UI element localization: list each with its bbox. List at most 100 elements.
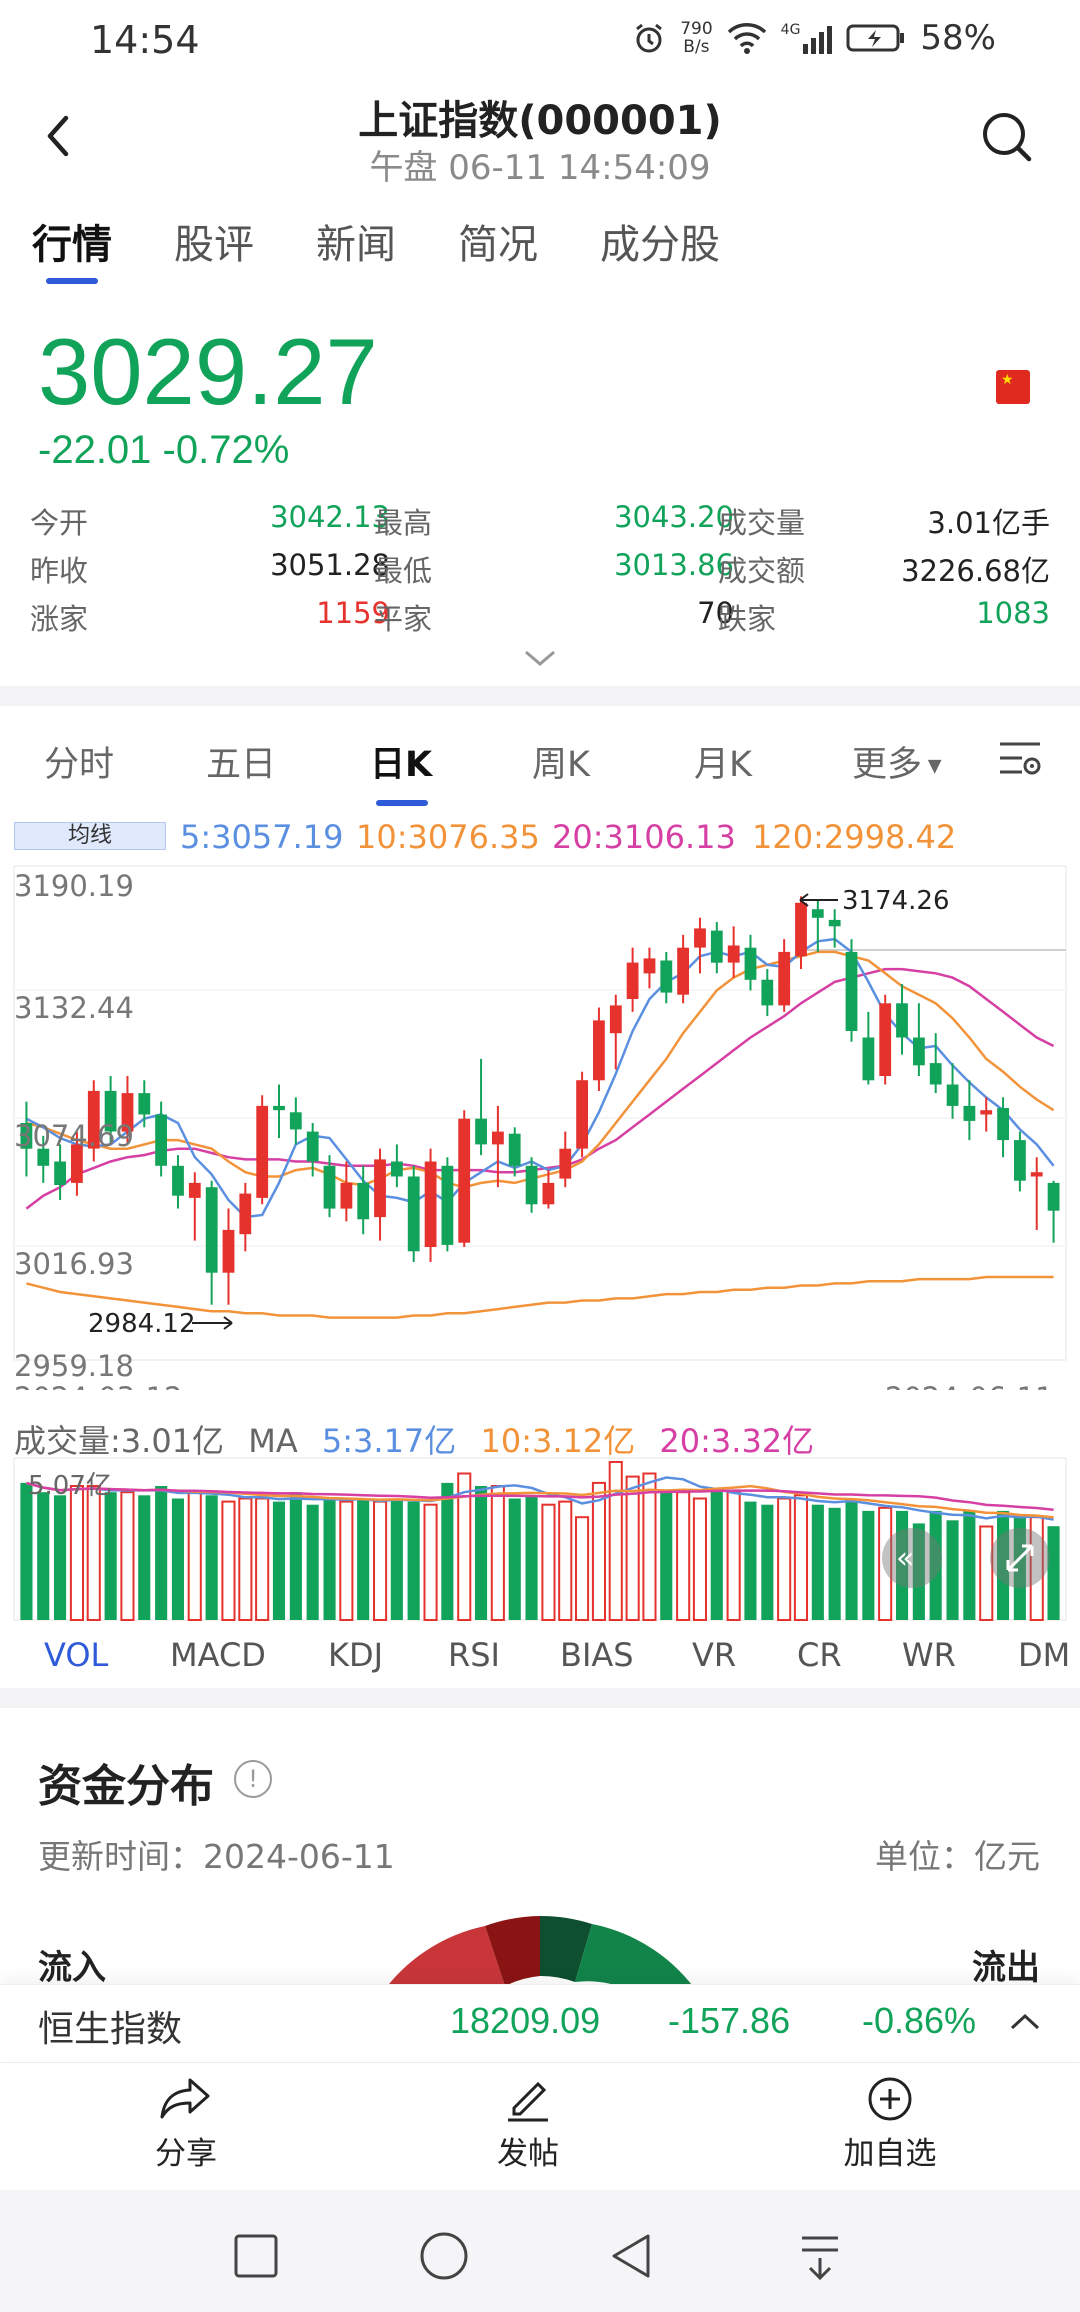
tab-news[interactable]: 新闻 (316, 222, 396, 268)
candle (913, 1003, 925, 1076)
candle-body (54, 1161, 66, 1185)
index-ticker-bar[interactable] (0, 1984, 1080, 2060)
candle-body (71, 1144, 83, 1183)
tab-monthly-k[interactable]: 月K (694, 745, 752, 785)
home-icon[interactable] (418, 2230, 470, 2282)
candle (811, 900, 824, 952)
double-chevron-left-icon: « (896, 1541, 914, 1576)
candle (155, 1101, 167, 1177)
volume-bar (660, 1492, 673, 1620)
y-axis-label: 3190.19 (14, 869, 134, 903)
tab-profile[interactable]: 简况 (458, 222, 538, 268)
candle (576, 1071, 588, 1158)
volume-chart[interactable]: 5.07亿 « (0, 1454, 1080, 1624)
hs-index-name: 恒生指数 (38, 2009, 183, 2050)
candle-body (778, 951, 791, 1006)
stats-row: 昨收 3051.28 最低 3013.86 成交额 3226.68亿 (30, 548, 1050, 596)
back-nav-icon[interactable] (606, 2230, 658, 2282)
candle (1047, 1180, 1060, 1243)
fullscreen-button[interactable] (990, 1528, 1050, 1588)
share-button[interactable]: 分享 (106, 2076, 266, 2173)
post-button[interactable]: 发帖 (448, 2076, 608, 2173)
candlestick-chart[interactable]: 3190.19 3132.44 3074.69 3016.93 2959.18 … (0, 860, 1080, 1390)
info-icon[interactable]: ! (234, 1760, 272, 1798)
candle-body (677, 947, 689, 995)
volume-bar (793, 1494, 809, 1621)
candle (138, 1080, 151, 1128)
ma-tag[interactable]: 均线 (14, 822, 166, 850)
max-price-marker: 3174.26 (842, 886, 950, 916)
candle (407, 1165, 420, 1263)
candle (391, 1144, 403, 1188)
candle (104, 1075, 117, 1145)
tab-vr[interactable]: VR (692, 1636, 737, 1674)
tab-cr[interactable]: CR (797, 1636, 842, 1674)
candle (458, 1110, 471, 1248)
y-axis-label: 3074.69 (14, 1119, 134, 1153)
tab-more[interactable]: 更多 ▼ (852, 745, 942, 785)
hs-index-change: -157.86 (668, 2000, 791, 2041)
volume-bar (490, 1485, 505, 1621)
chevron-up-icon[interactable] (1008, 2010, 1042, 2034)
candle-body (593, 1020, 605, 1081)
notification-pull-icon[interactable] (796, 2230, 844, 2282)
candle-body (205, 1187, 218, 1273)
volume-bar (441, 1482, 454, 1620)
volume-bar (929, 1510, 942, 1620)
tab-wr[interactable]: WR (902, 1636, 956, 1674)
recent-apps-icon[interactable] (232, 2232, 280, 2280)
ma120-label: 120:2998.42 (752, 818, 957, 856)
section-divider (0, 1688, 1080, 1708)
volume-bar (1013, 1517, 1026, 1620)
candle-body (609, 1005, 622, 1034)
volume-bar (912, 1523, 925, 1620)
candle (1030, 1157, 1043, 1230)
share-label: 分享 (155, 2136, 217, 2172)
tab-kdj[interactable]: KDJ (328, 1636, 384, 1674)
candle-body (710, 930, 723, 963)
volume-bar (997, 1510, 1010, 1620)
volume-legend: 成交量:3.01亿 MA 5:3.17亿 10:3.12亿 20:3.32亿 (14, 1416, 1080, 1462)
status-time: 14:54 (90, 18, 200, 62)
tab-macd[interactable]: MACD (170, 1636, 266, 1674)
chart-settings-icon[interactable] (996, 738, 1044, 778)
x-axis-start-label: 2024-03-12 (14, 1381, 183, 1390)
wifi-icon (727, 23, 766, 54)
search-icon[interactable] (980, 110, 1036, 166)
candle (795, 896, 807, 970)
tab-vol[interactable]: VOL (44, 1636, 109, 1674)
candle (559, 1131, 572, 1188)
candle-body (458, 1118, 471, 1243)
candle-body (475, 1118, 487, 1145)
back-icon[interactable] (30, 106, 90, 166)
candle-body (492, 1131, 504, 1145)
inflow-label: 流入 (38, 1948, 106, 1988)
collapse-chart-button[interactable]: « (882, 1528, 942, 1588)
tab-daily-k[interactable]: 日K (370, 745, 433, 785)
tab-weekly-k[interactable]: 周K (532, 745, 590, 785)
candle-body (997, 1108, 1009, 1141)
tab-rsi[interactable]: RSI (448, 1636, 500, 1674)
ma10-label: 10:3076.35 (356, 818, 540, 856)
top-tabs: 行情 股评 新闻 简况 成分股 (0, 210, 1080, 300)
candle (289, 1097, 302, 1145)
tab-bias[interactable]: BIAS (560, 1636, 634, 1674)
volume-label: 成交量:3.01亿 (14, 1422, 225, 1460)
volume-bar (777, 1497, 792, 1621)
candle-body (104, 1090, 117, 1132)
stats-row: 涨家 1159 平家 70 跌家 1083 (30, 596, 1050, 644)
tab-comments[interactable]: 股评 (174, 222, 254, 268)
tab-five-day[interactable]: 五日 (206, 745, 277, 785)
candle (643, 947, 656, 989)
candle (997, 1097, 1009, 1158)
candle-body (963, 1105, 976, 1121)
volume-bar (423, 1503, 438, 1622)
tab-quote[interactable]: 行情 (32, 210, 112, 290)
expand-chevron-icon[interactable] (522, 646, 558, 670)
tab-constituents[interactable]: 成分股 (600, 222, 720, 268)
add-watchlist-button[interactable]: 加自选 (810, 2076, 970, 2173)
candle-body (273, 1105, 285, 1111)
tab-dm[interactable]: DM (1018, 1636, 1071, 1674)
tab-intraday[interactable]: 分时 (44, 745, 115, 785)
candle-body (407, 1176, 420, 1252)
